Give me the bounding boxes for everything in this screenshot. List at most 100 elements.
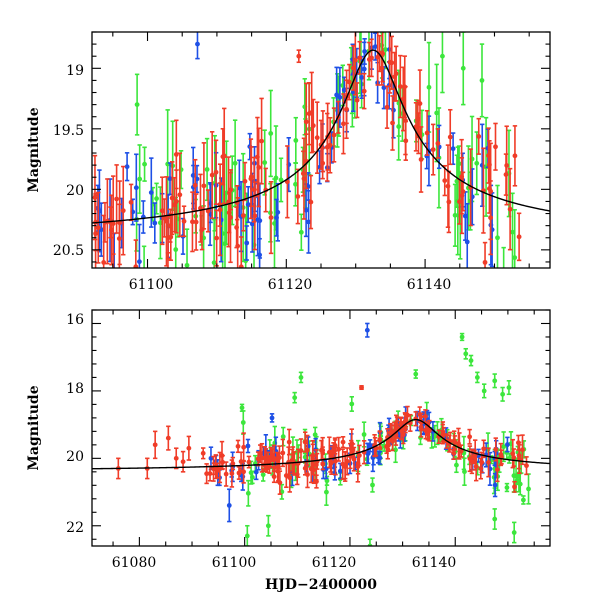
bottom-red-data-point bbox=[486, 447, 491, 478]
bottom-red-data-point bbox=[356, 444, 362, 467]
top-green-data-point bbox=[293, 162, 298, 207]
bottom-red-data-point bbox=[310, 439, 316, 471]
bottom-green-data-point bbox=[526, 473, 531, 505]
top-green-data-point bbox=[298, 213, 304, 251]
bottom-green-data-point bbox=[240, 410, 246, 435]
bottom-blue-data-point bbox=[377, 450, 383, 465]
top-red-data-point bbox=[205, 189, 211, 233]
bottom-model-curve bbox=[92, 418, 550, 470]
bottom-red-data-point bbox=[511, 448, 517, 467]
top-red-data-point bbox=[369, 38, 374, 78]
bottom-blue-data-point bbox=[505, 436, 510, 453]
top-red-data-point bbox=[259, 97, 264, 185]
top-red-data-point bbox=[354, 82, 360, 119]
bottom-ytick-label: 20 bbox=[66, 449, 84, 465]
top-red-data-point bbox=[95, 191, 101, 264]
top-red-data-point bbox=[476, 117, 482, 155]
top-red-data-point bbox=[177, 152, 183, 238]
top-green-data-point bbox=[211, 218, 217, 268]
top-red-data-point bbox=[503, 153, 509, 196]
top-red-data-point bbox=[190, 191, 195, 253]
top-red-data-point bbox=[512, 125, 518, 187]
top-x-tick-labels: 61100 61120 61140 bbox=[129, 277, 452, 293]
bottom-red-data-point bbox=[255, 451, 261, 467]
bottom-green-data-point bbox=[239, 403, 245, 412]
bottom-red-data-point bbox=[173, 447, 179, 470]
top-green-data-point bbox=[184, 228, 190, 268]
top-red-data-point bbox=[101, 214, 107, 268]
bottom-green-data-point bbox=[312, 426, 318, 443]
bottom-blue-data-point bbox=[364, 322, 370, 338]
bottom-red-data-point bbox=[377, 430, 383, 450]
bottom-green-data-point bbox=[481, 383, 487, 399]
bottom-red-data-point bbox=[320, 446, 326, 460]
bottom-red-data-point bbox=[520, 434, 525, 466]
top-ytick-label: 20 bbox=[66, 183, 84, 199]
bottom-xtick-label: 61100 bbox=[212, 555, 257, 571]
top-green-data-point bbox=[479, 43, 485, 118]
top-y-axis-label: Magnitude bbox=[26, 107, 42, 192]
top-red-data-point bbox=[159, 176, 165, 246]
bottom-red-data-point bbox=[262, 445, 268, 471]
bottom-green-data-point bbox=[506, 379, 512, 396]
bottom-panel: 16 18 20 22 61080 61100 61120 61140 Magn… bbox=[26, 309, 551, 593]
top-red-data-point bbox=[331, 107, 337, 163]
top-red-data-point bbox=[430, 123, 436, 176]
bottom-green-data-point bbox=[492, 508, 498, 530]
top-red-data-point bbox=[402, 55, 408, 119]
top-red-data-point bbox=[375, 32, 381, 86]
bottom-red-data-point bbox=[516, 441, 522, 470]
bottom-data-layer bbox=[115, 322, 531, 546]
top-red-data-point bbox=[442, 164, 448, 197]
bottom-red-data-point bbox=[481, 439, 487, 459]
top-red-data-point bbox=[284, 145, 290, 219]
top-red-data-point bbox=[120, 165, 126, 256]
bottom-red-data-point bbox=[236, 466, 242, 480]
top-red-data-point bbox=[169, 161, 175, 236]
top-red-data-point bbox=[268, 180, 274, 255]
top-red-data-point bbox=[516, 212, 522, 262]
bottom-red-data-point bbox=[524, 456, 529, 476]
bottom-red-data-point bbox=[440, 423, 446, 445]
top-red-data-point bbox=[309, 71, 315, 154]
top-red-data-point bbox=[165, 251, 171, 268]
top-green-data-point bbox=[456, 145, 462, 183]
bottom-green-data-point bbox=[504, 482, 510, 493]
bottom-red-data-point bbox=[394, 416, 400, 439]
top-red-data-point bbox=[193, 193, 199, 251]
top-red-data-point bbox=[397, 54, 403, 119]
bottom-green-data-point bbox=[454, 457, 459, 474]
bottom-red-data-point bbox=[351, 446, 357, 472]
top-red-data-point bbox=[327, 116, 333, 174]
bottom-red-data-point bbox=[493, 437, 499, 462]
top-red-data-point bbox=[252, 181, 258, 251]
top-red-data-point bbox=[459, 138, 465, 215]
top-blue-data-point bbox=[245, 185, 251, 224]
top-green-data-point bbox=[495, 184, 500, 268]
bottom-red-data-point bbox=[452, 435, 458, 450]
top-green-data-point bbox=[134, 73, 140, 136]
top-blue-data-point bbox=[362, 38, 368, 65]
top-red-data-point bbox=[296, 49, 302, 64]
top-green-data-point bbox=[142, 146, 147, 182]
bottom-model-line bbox=[92, 418, 550, 470]
top-red-data-point bbox=[344, 79, 349, 140]
top-red-data-point bbox=[390, 95, 395, 151]
top-xtick-label: 61100 bbox=[129, 277, 174, 293]
top-red-data-point bbox=[171, 176, 177, 233]
bottom-red-data-point bbox=[467, 428, 473, 445]
top-red-data-point bbox=[384, 85, 390, 129]
bottom-red-data-point bbox=[165, 425, 171, 451]
bottom-green-data-point bbox=[292, 391, 298, 404]
top-red-data-point bbox=[117, 180, 123, 266]
top-green-data-point bbox=[460, 32, 466, 106]
top-red-data-point bbox=[133, 239, 139, 268]
top-red-data-point bbox=[209, 131, 215, 220]
bottom-red-data-point bbox=[186, 435, 192, 461]
bottom-red-data-point bbox=[298, 438, 304, 463]
bottom-red-data-point bbox=[271, 470, 277, 484]
top-red-data-point bbox=[403, 120, 409, 161]
bottom-green-data-point bbox=[461, 435, 467, 471]
bottom-blue-data-point bbox=[226, 488, 232, 523]
top-blue-data-point bbox=[244, 225, 250, 261]
